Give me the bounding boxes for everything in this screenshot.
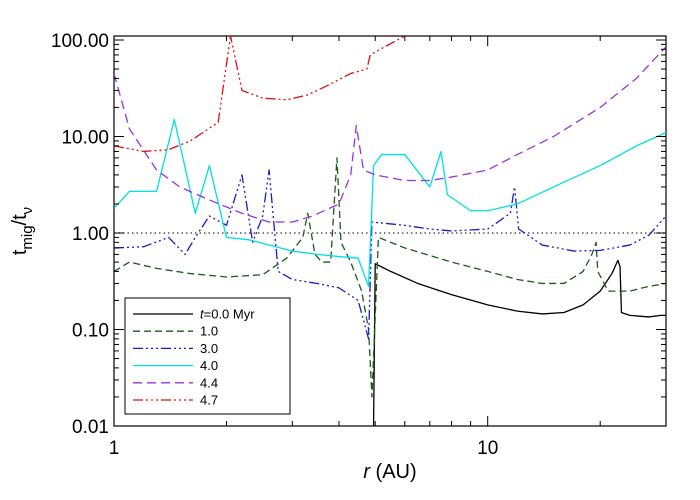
legend-label-5: 4.7: [200, 393, 218, 408]
legend-box: [124, 297, 291, 415]
legend-label-2: 3.0: [200, 341, 218, 356]
y-tick-label: 100.00: [51, 31, 109, 52]
series-line-2: [114, 169, 666, 340]
y-tick-label: 1.00: [72, 224, 109, 245]
y-tick-label: 10.00: [61, 127, 109, 148]
x-tick-label: 1: [109, 438, 120, 459]
legend-label-1: 1.0: [200, 324, 218, 339]
legend-label-4: 4.4: [200, 375, 218, 390]
y-axis-label: tmig/tν: [9, 207, 36, 255]
legend-label-3: 4.0: [200, 358, 218, 373]
series-line-0: [372, 259, 666, 426]
legend: t=0.0 Myr 1.0 3.0 4.0 4.4 4.7: [124, 297, 291, 415]
plot-frame: [113, 35, 667, 427]
y-tick-label: 0.10: [72, 320, 109, 341]
ticks-layer: 1 10 0.01 0.10 1.00 10.00 100.00: [51, 31, 666, 459]
x-axis-label: r (AU): [363, 461, 416, 483]
series-layer: [114, 36, 666, 426]
y-tick-label: 0.01: [72, 417, 109, 438]
x-tick-label: 10: [477, 438, 498, 459]
series-line-4: [114, 46, 666, 223]
legend-label-0: t=0.0 Myr: [200, 307, 255, 322]
series-line-5: [114, 36, 406, 153]
series-line-3: [114, 118, 666, 287]
legend-items: t=0.0 Myr 1.0 3.0 4.0 4.4 4.7: [133, 307, 255, 408]
